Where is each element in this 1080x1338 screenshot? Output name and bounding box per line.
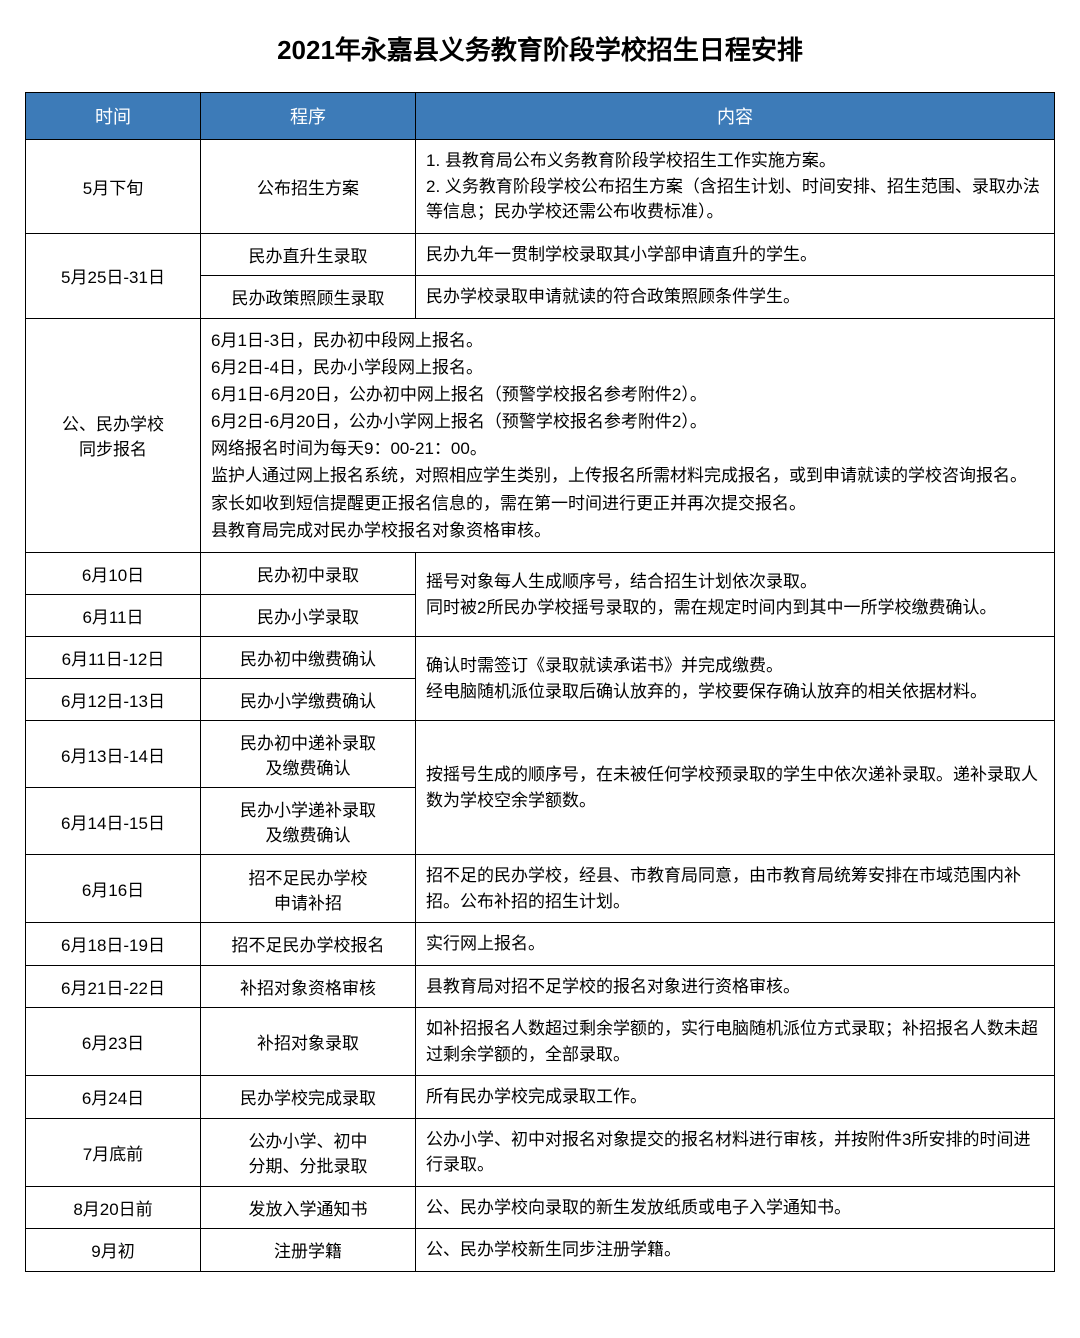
table-row: 8月20日前 发放入学通知书 公、民办学校向录取的新生发放纸质或电子入学通知书。 bbox=[26, 1186, 1055, 1229]
cell-proc: 民办小学递补录取及缴费确认 bbox=[201, 788, 416, 855]
cell-proc: 招不足民办学校报名 bbox=[201, 923, 416, 966]
header-proc: 程序 bbox=[201, 93, 416, 140]
cell-time: 5月25日-31日 bbox=[26, 233, 201, 318]
cell-content: 确认时需签订《录取就读承诺书》并完成缴费。经电脑随机派位录取后确认放弃的，学校要… bbox=[416, 637, 1055, 721]
table-row: 5月25日-31日 民办直升生录取 民办九年一贯制学校录取其小学部申请直升的学生… bbox=[26, 233, 1055, 276]
cell-content: 6月1日-3日，民办初中段网上报名。6月2日-4日，民办小学段网上报名。6月1日… bbox=[201, 318, 1055, 553]
cell-content: 1. 县教育局公布义务教育阶段学校招生工作实施方案。2. 义务教育阶段学校公布招… bbox=[416, 140, 1055, 234]
cell-content: 民办学校录取申请就读的符合政策照顾条件学生。 bbox=[416, 276, 1055, 319]
cell-time: 6月16日 bbox=[26, 855, 201, 923]
cell-proc: 招不足民办学校申请补招 bbox=[201, 855, 416, 923]
cell-proc: 民办初中录取 bbox=[201, 553, 416, 595]
table-row: 7月底前 公办小学、初中分期、分批录取 公办小学、初中对报名对象提交的报名材料进… bbox=[26, 1118, 1055, 1186]
cell-time: 6月24日 bbox=[26, 1076, 201, 1119]
cell-time: 公、民办学校同步报名 bbox=[26, 318, 201, 553]
table-row: 9月初 注册学籍 公、民办学校新生同步注册学籍。 bbox=[26, 1229, 1055, 1272]
cell-proc: 补招对象录取 bbox=[201, 1008, 416, 1076]
table-row: 5月下旬 公布招生方案 1. 县教育局公布义务教育阶段学校招生工作实施方案。2.… bbox=[26, 140, 1055, 234]
cell-content: 县教育局对招不足学校的报名对象进行资格审核。 bbox=[416, 965, 1055, 1008]
cell-proc: 民办初中缴费确认 bbox=[201, 637, 416, 679]
table-row: 6月18日-19日 招不足民办学校报名 实行网上报名。 bbox=[26, 923, 1055, 966]
cell-proc: 民办初中递补录取及缴费确认 bbox=[201, 721, 416, 788]
cell-content: 所有民办学校完成录取工作。 bbox=[416, 1076, 1055, 1119]
cell-content: 民办九年一贯制学校录取其小学部申请直升的学生。 bbox=[416, 233, 1055, 276]
cell-time: 6月12日-13日 bbox=[26, 679, 201, 721]
cell-proc: 民办小学缴费确认 bbox=[201, 679, 416, 721]
header-time: 时间 bbox=[26, 93, 201, 140]
page-title: 2021年永嘉县义务教育阶段学校招生日程安排 bbox=[25, 30, 1055, 67]
cell-proc: 补招对象资格审核 bbox=[201, 965, 416, 1008]
cell-content: 公、民办学校向录取的新生发放纸质或电子入学通知书。 bbox=[416, 1186, 1055, 1229]
cell-time: 7月底前 bbox=[26, 1118, 201, 1186]
cell-content: 如补招报名人数超过剩余学额的，实行电脑随机派位方式录取；补招报名人数未超过剩余学… bbox=[416, 1008, 1055, 1076]
table-row: 6月11日-12日 民办初中缴费确认 确认时需签订《录取就读承诺书》并完成缴费。… bbox=[26, 637, 1055, 679]
cell-time: 8月20日前 bbox=[26, 1186, 201, 1229]
table-row: 6月23日 补招对象录取 如补招报名人数超过剩余学额的，实行电脑随机派位方式录取… bbox=[26, 1008, 1055, 1076]
table-row: 6月24日 民办学校完成录取 所有民办学校完成录取工作。 bbox=[26, 1076, 1055, 1119]
cell-proc: 民办学校完成录取 bbox=[201, 1076, 416, 1119]
schedule-table: 时间 程序 内容 5月下旬 公布招生方案 1. 县教育局公布义务教育阶段学校招生… bbox=[25, 92, 1055, 1272]
cell-time: 6月11日-12日 bbox=[26, 637, 201, 679]
cell-proc: 公布招生方案 bbox=[201, 140, 416, 234]
cell-proc: 民办小学录取 bbox=[201, 595, 416, 637]
cell-time: 6月18日-19日 bbox=[26, 923, 201, 966]
table-row: 公、民办学校同步报名 6月1日-3日，民办初中段网上报名。6月2日-4日，民办小… bbox=[26, 318, 1055, 553]
table-row: 6月16日 招不足民办学校申请补招 招不足的民办学校，经县、市教育局同意，由市教… bbox=[26, 855, 1055, 923]
cell-time: 6月10日 bbox=[26, 553, 201, 595]
cell-content: 实行网上报名。 bbox=[416, 923, 1055, 966]
cell-content: 摇号对象每人生成顺序号，结合招生计划依次录取。同时被2所民办学校摇号录取的，需在… bbox=[416, 553, 1055, 637]
cell-content: 按摇号生成的顺序号，在未被任何学校预录取的学生中依次递补录取。递补录取人数为学校… bbox=[416, 721, 1055, 855]
table-row: 6月13日-14日 民办初中递补录取及缴费确认 按摇号生成的顺序号，在未被任何学… bbox=[26, 721, 1055, 788]
cell-time: 6月13日-14日 bbox=[26, 721, 201, 788]
cell-proc: 公办小学、初中分期、分批录取 bbox=[201, 1118, 416, 1186]
cell-time: 6月14日-15日 bbox=[26, 788, 201, 855]
cell-content: 公、民办学校新生同步注册学籍。 bbox=[416, 1229, 1055, 1272]
cell-time: 6月23日 bbox=[26, 1008, 201, 1076]
table-row: 6月10日 民办初中录取 摇号对象每人生成顺序号，结合招生计划依次录取。同时被2… bbox=[26, 553, 1055, 595]
cell-time: 6月21日-22日 bbox=[26, 965, 201, 1008]
cell-time: 9月初 bbox=[26, 1229, 201, 1272]
table-row: 6月21日-22日 补招对象资格审核 县教育局对招不足学校的报名对象进行资格审核… bbox=[26, 965, 1055, 1008]
cell-time: 5月下旬 bbox=[26, 140, 201, 234]
cell-proc: 注册学籍 bbox=[201, 1229, 416, 1272]
cell-proc: 民办直升生录取 bbox=[201, 233, 416, 276]
cell-content: 公办小学、初中对报名对象提交的报名材料进行审核，并按附件3所安排的时间进行录取。 bbox=[416, 1118, 1055, 1186]
table-header-row: 时间 程序 内容 bbox=[26, 93, 1055, 140]
header-content: 内容 bbox=[416, 93, 1055, 140]
cell-time: 6月11日 bbox=[26, 595, 201, 637]
cell-proc: 发放入学通知书 bbox=[201, 1186, 416, 1229]
cell-content: 招不足的民办学校，经县、市教育局同意，由市教育局统筹安排在市域范围内补招。公布补… bbox=[416, 855, 1055, 923]
cell-proc: 民办政策照顾生录取 bbox=[201, 276, 416, 319]
